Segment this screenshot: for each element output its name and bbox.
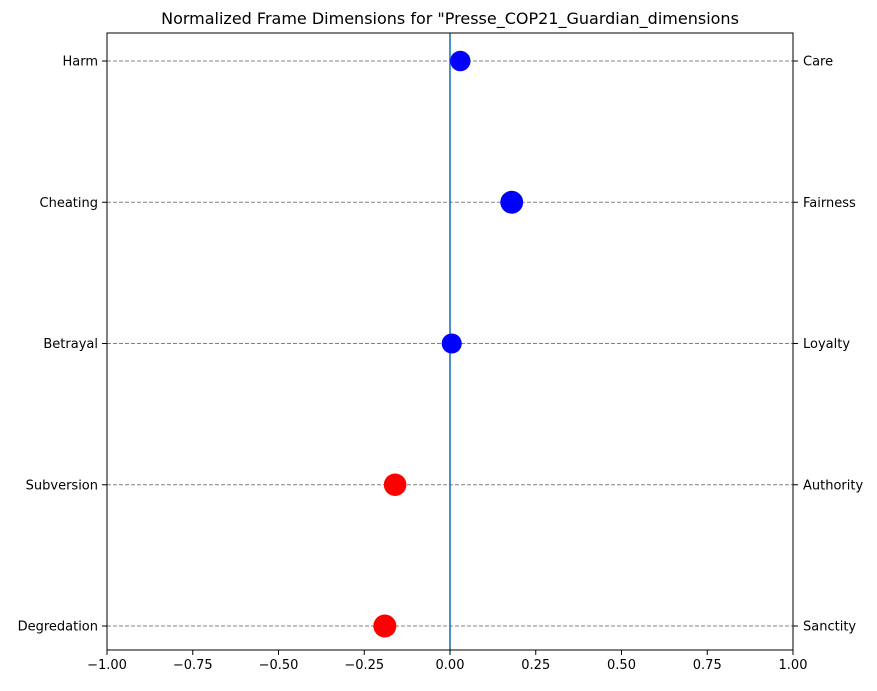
left-label-cheating: Cheating: [40, 196, 98, 211]
left-label-harm: Harm: [62, 55, 98, 70]
right-label-fairness: Fairness: [803, 196, 856, 211]
right-label-authority: Authority: [803, 478, 863, 493]
point-degredation-sanctity: [373, 614, 397, 638]
point-betrayal-loyalty: [441, 333, 462, 354]
x-tick-label: −0.75: [173, 658, 213, 673]
right-label-loyalty: Loyalty: [803, 337, 850, 352]
right-label-sanctity: Sanctity: [803, 620, 856, 635]
point-subversion-authority: [383, 473, 407, 497]
chart-title: Normalized Frame Dimensions for "Presse_…: [161, 9, 739, 29]
points-layer: [373, 50, 524, 638]
x-tick-label: −0.25: [344, 658, 384, 673]
x-tick-label: 0.75: [693, 658, 722, 673]
left-label-degredation: Degredation: [18, 620, 98, 635]
left-label-subversion: Subversion: [26, 478, 98, 493]
right-label-care: Care: [803, 55, 833, 70]
point-cheating-fairness: [500, 190, 524, 214]
x-tick-label: 0.50: [607, 658, 636, 673]
left-label-betrayal: Betrayal: [43, 337, 98, 352]
x-tick-label: −0.50: [259, 658, 299, 673]
x-tick-label: 1.00: [779, 658, 808, 673]
point-harm-care: [450, 50, 471, 72]
ticks-layer: −1.00 −0.75 −0.50 −0.25 0.00 0.25 0.50 0.75 1.00…: [18, 55, 864, 674]
x-tick-label: −1.00: [87, 658, 127, 673]
x-tick-label: 0.25: [521, 658, 550, 673]
x-tick-label: 0.00: [436, 658, 465, 673]
